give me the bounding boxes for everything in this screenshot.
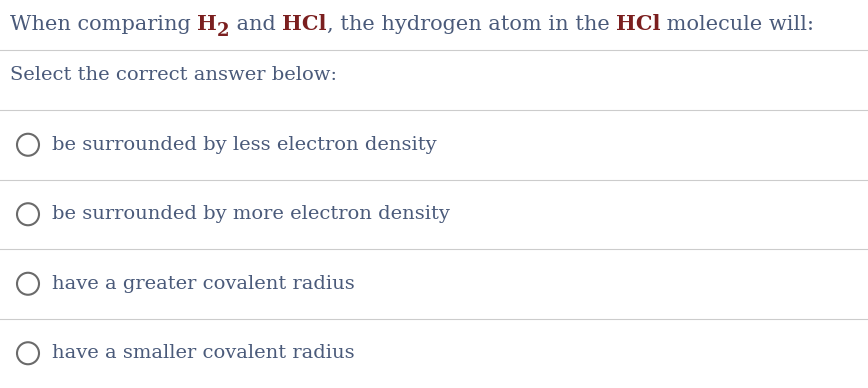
Text: HCl: HCl <box>282 14 326 34</box>
Text: have a greater covalent radius: have a greater covalent radius <box>52 275 355 293</box>
Text: and: and <box>230 15 282 34</box>
Text: Select the correct answer below:: Select the correct answer below: <box>10 66 337 84</box>
Text: , the hydrogen atom in the: , the hydrogen atom in the <box>326 15 616 34</box>
Text: be surrounded by more electron density: be surrounded by more electron density <box>52 205 450 223</box>
Text: When comparing: When comparing <box>10 15 197 34</box>
Text: 2: 2 <box>217 22 230 40</box>
Text: be surrounded by less electron density: be surrounded by less electron density <box>52 136 437 154</box>
Text: HCl: HCl <box>616 14 661 34</box>
Text: H: H <box>197 14 217 34</box>
Text: molecule will:: molecule will: <box>661 15 814 34</box>
Text: have a smaller covalent radius: have a smaller covalent radius <box>52 344 355 362</box>
